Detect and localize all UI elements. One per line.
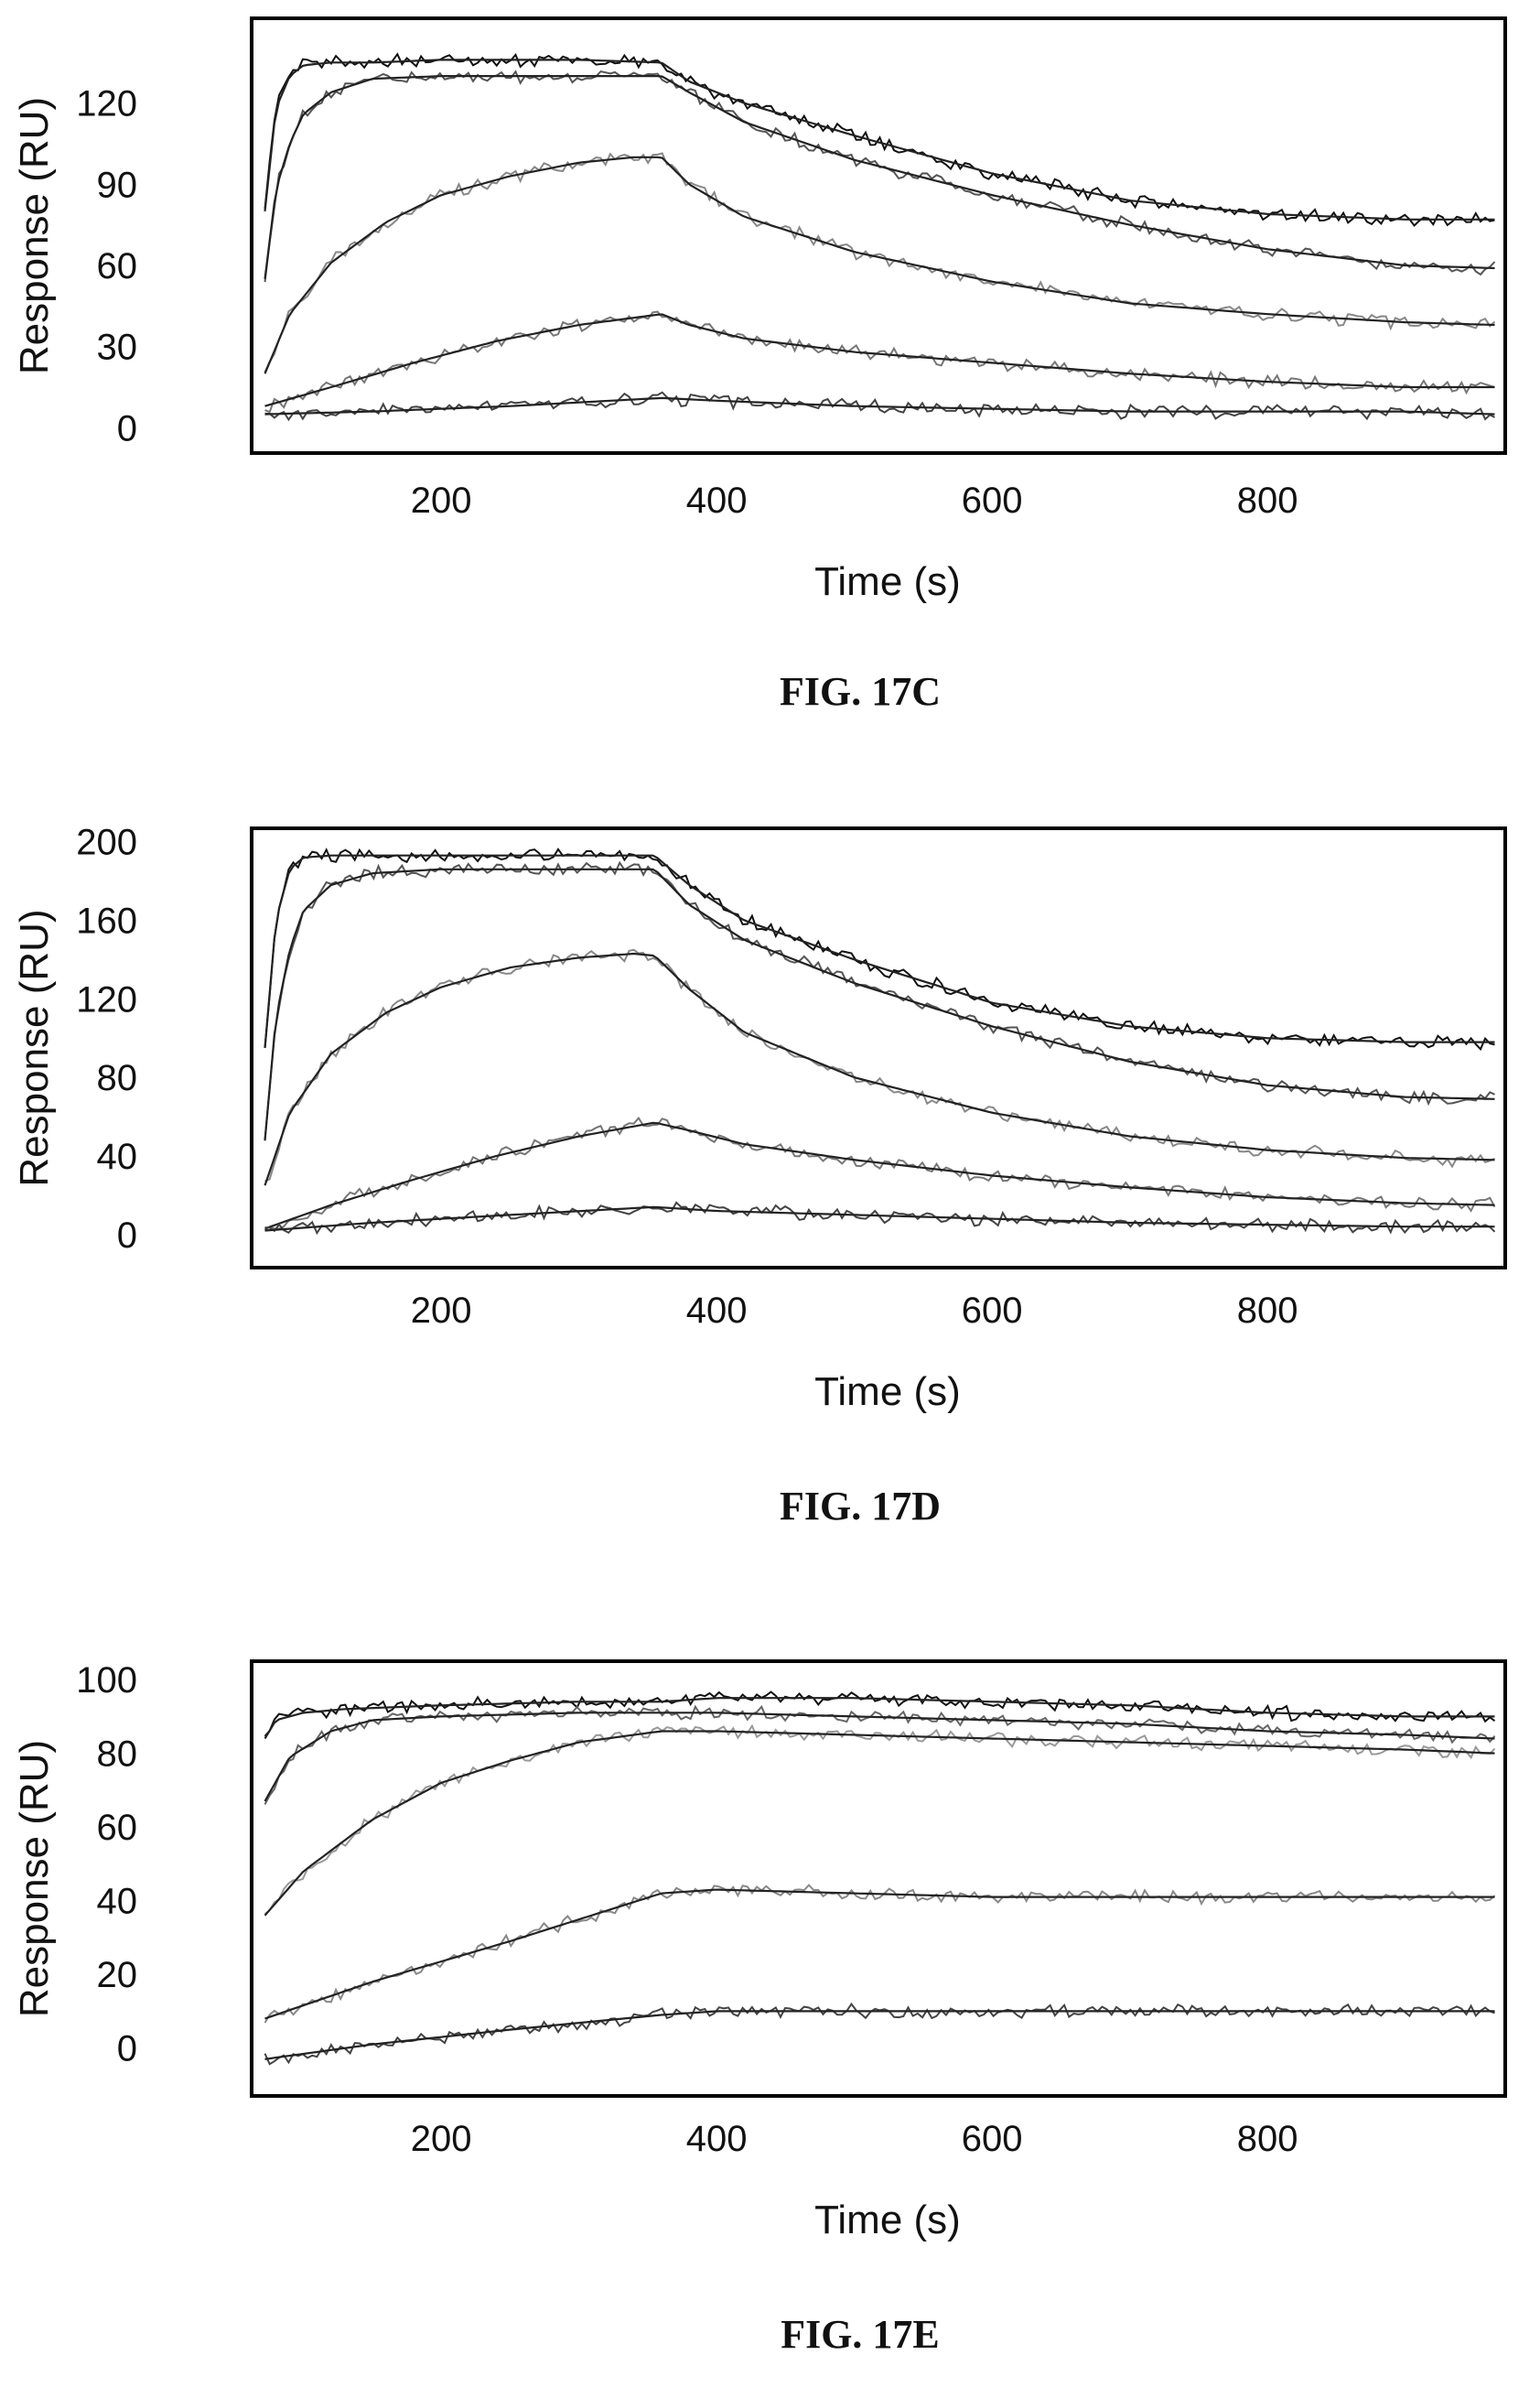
series-2-measured-trace <box>264 1723 1496 1915</box>
y-tick-label: 90 <box>97 165 138 205</box>
series-0-fit-curve <box>264 59 1495 221</box>
plot-frame <box>250 1659 1507 2098</box>
figure-caption: FIG. 17D <box>780 1484 941 1528</box>
x-tick-label: 800 <box>1237 481 1298 521</box>
y-tick-label: 160 <box>76 902 137 942</box>
y-tick-label: 120 <box>76 84 137 124</box>
series-1-fit-curve <box>264 1712 1495 1802</box>
x-tick-label: 200 <box>411 1291 472 1331</box>
panel-fig-17c: 0 30 60 90 120 200 400 600 800 Time (s) Response (… <box>12 16 1507 714</box>
x-tick-label: 200 <box>411 2119 472 2159</box>
series-3-fit-curve <box>264 1121 1495 1230</box>
y-tick-label: 0 <box>117 1215 137 1256</box>
series-4-fit-curve <box>264 396 1495 416</box>
y-tick-label: 120 <box>76 979 137 1020</box>
x-tick-label: 800 <box>1237 2119 1298 2159</box>
y-tick-label: 100 <box>76 1660 137 1701</box>
series-3-measured-trace <box>264 310 1495 414</box>
y-axis-label: Response (RU) <box>12 909 57 1186</box>
y-tick-label: 0 <box>117 408 137 448</box>
panel-fig-17e: 0 20 40 60 80 100 200 400 600 800 Time (s) Response… <box>12 1659 1507 2357</box>
x-tick-label: 800 <box>1237 1291 1298 1331</box>
figure-caption: FIG. 17C <box>780 669 941 714</box>
series-1-fit-curve <box>264 75 1495 279</box>
x-tick-label: 400 <box>686 481 748 521</box>
y-tick-label: 200 <box>76 823 137 863</box>
series-0-measured-trace <box>264 52 1495 228</box>
series-2-fit-curve <box>264 156 1495 374</box>
y-tick-label: 30 <box>97 328 138 368</box>
series-4-measured-trace <box>264 1201 1496 1236</box>
y-tick-label: 60 <box>97 1808 138 1848</box>
y-tick-label: 80 <box>97 1058 138 1098</box>
x-tick-label: 400 <box>686 1291 748 1331</box>
series-1-fit-curve <box>264 868 1495 1140</box>
series-4-fit-curve <box>264 1205 1495 1232</box>
panel-fig-17d: 0 40 80 120 160 200 200 400 600 800 Time (s) Respon… <box>12 823 1507 1528</box>
y-axis-label: Response (RU) <box>12 97 57 374</box>
x-axis-label: Time (s) <box>814 2198 961 2242</box>
series-4-measured-trace <box>264 391 1495 422</box>
y-tick-label: 40 <box>97 1882 138 1922</box>
series-3-fit-curve <box>264 313 1495 407</box>
y-tick-label: 60 <box>97 246 138 286</box>
series-0-fit-curve <box>264 854 1495 1049</box>
series-1-measured-trace <box>264 1704 1496 1805</box>
series-3-fit-curve <box>264 1888 1495 2020</box>
x-axis-label: Time (s) <box>814 1369 961 1414</box>
series-2-measured-trace <box>264 152 1496 373</box>
series-2-fit-curve <box>264 1730 1495 1917</box>
series-3-measured-trace <box>264 1884 1496 2024</box>
plot-frame <box>250 826 1507 1269</box>
figure-caption: FIG. 17E <box>781 2312 940 2357</box>
series-0-measured-trace <box>264 848 1495 1052</box>
series-1-measured-trace <box>264 860 1495 1141</box>
x-tick-label: 600 <box>962 481 1023 521</box>
plot-frame <box>250 16 1507 455</box>
y-tick-label: 40 <box>97 1137 138 1177</box>
x-tick-label: 600 <box>962 1291 1023 1331</box>
series-2-fit-curve <box>264 952 1495 1186</box>
y-axis-label: Response (RU) <box>12 1740 57 2017</box>
x-tick-label: 600 <box>962 2119 1023 2159</box>
y-tick-label: 20 <box>97 1955 138 1995</box>
series-4-fit-curve <box>264 2010 1495 2060</box>
series-4-measured-trace <box>264 2002 1495 2066</box>
series-1-measured-trace <box>264 70 1496 283</box>
series-0-fit-curve <box>264 1697 1495 1740</box>
y-tick-label: 0 <box>117 2029 137 2069</box>
x-tick-label: 400 <box>686 2119 748 2159</box>
series-3-measured-trace <box>264 1116 1496 1231</box>
x-axis-label: Time (s) <box>814 559 961 604</box>
y-tick-label: 80 <box>97 1734 138 1775</box>
x-tick-label: 200 <box>411 481 472 521</box>
